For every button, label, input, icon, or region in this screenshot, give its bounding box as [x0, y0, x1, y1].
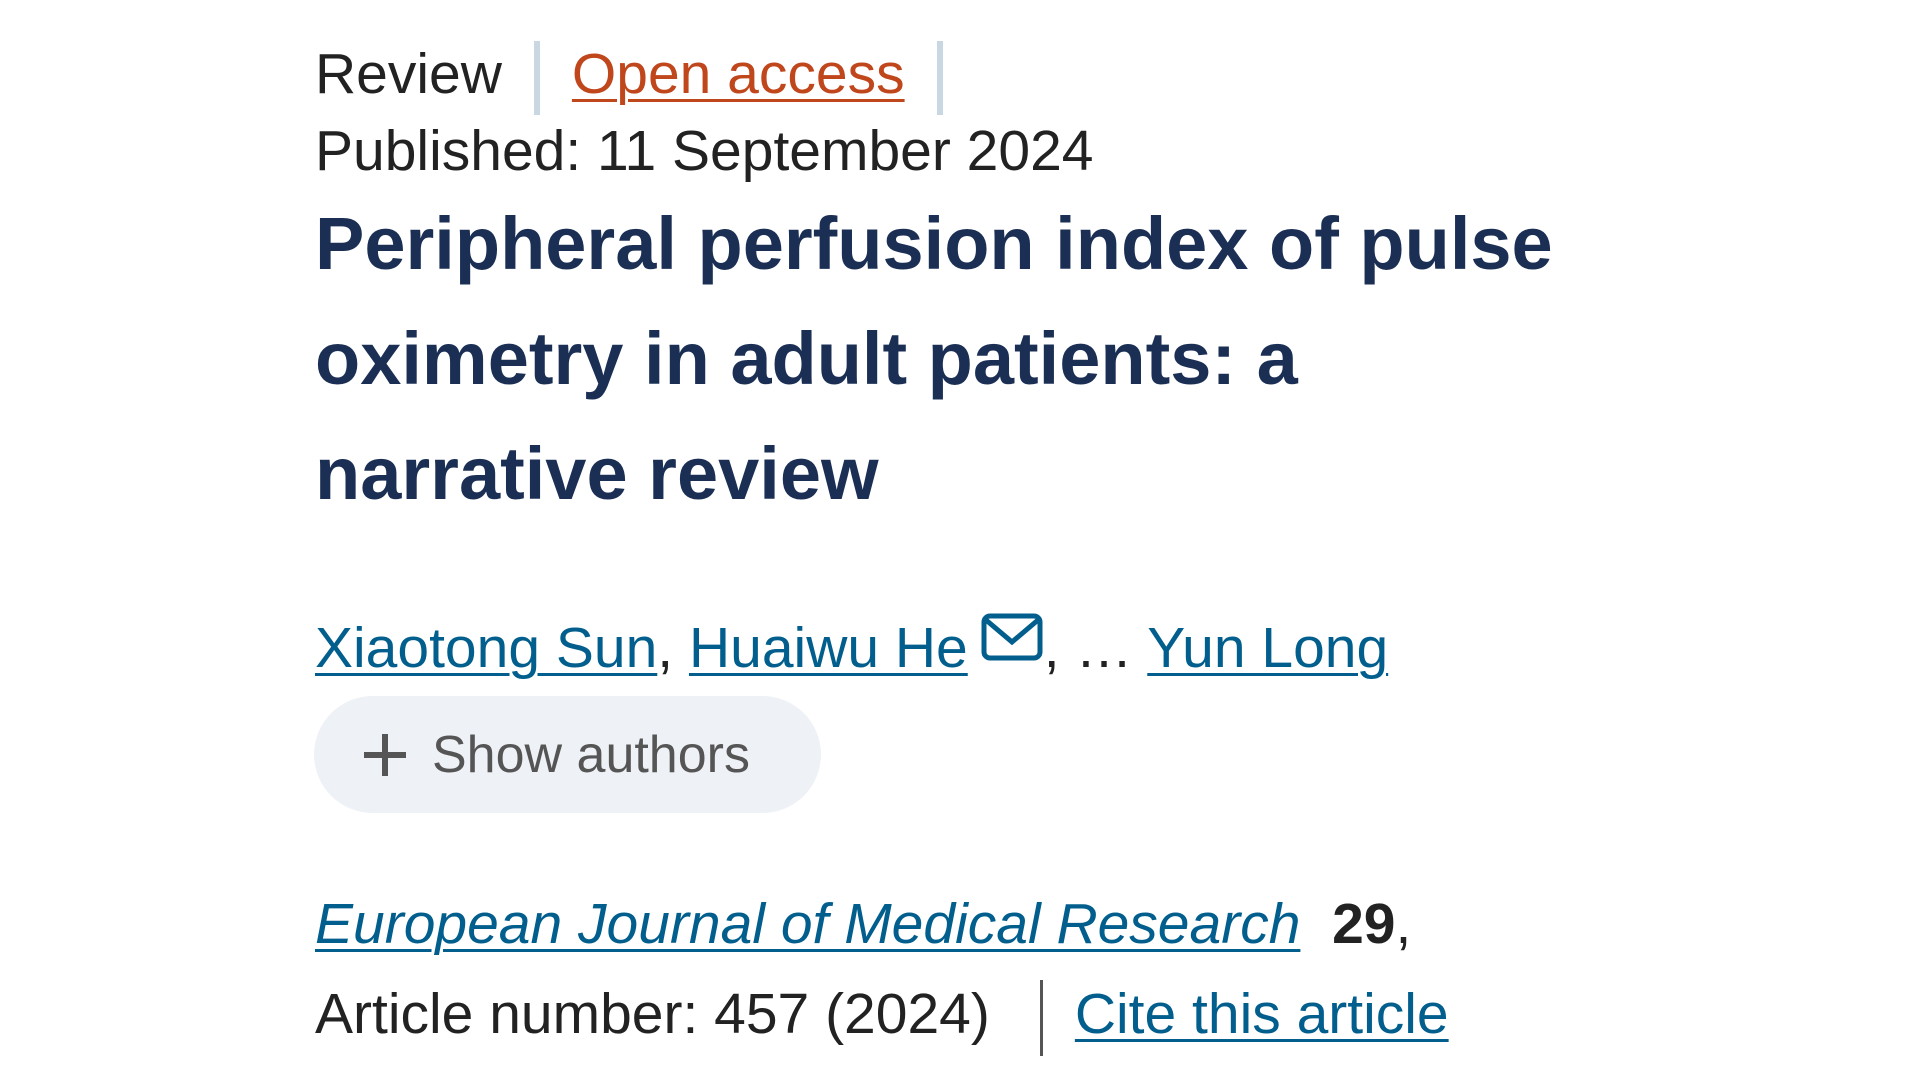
article-type: Review — [315, 42, 502, 106]
separator — [936, 40, 943, 115]
separator — [533, 40, 540, 115]
header-row: Review Open access — [315, 36, 975, 115]
cite-link[interactable]: Cite this article — [1074, 982, 1449, 1046]
article-number: Article number: 457 (2024) — [315, 982, 990, 1046]
comma: , — [657, 616, 674, 680]
comma: , — [1395, 892, 1412, 956]
article-line: Article number: 457 (2024) Cite this arti… — [315, 976, 1449, 1056]
author-link[interactable]: Xiaotong Sun — [315, 616, 658, 680]
email-icon[interactable] — [980, 612, 1044, 664]
author-list: Xiaotong Sun, Huaiwu He , … Yun Long — [315, 610, 1388, 686]
ellipsis: , … — [1043, 616, 1133, 680]
published-date: Published: 11 September 2024 — [315, 119, 1094, 183]
article-title: Peripheral perfusion index of pulse oxim… — [315, 202, 1553, 515]
author-link[interactable]: Yun Long — [1147, 616, 1389, 680]
journal-link[interactable]: European Journal of Medical Research — [315, 892, 1301, 956]
button-label: Show authors — [432, 725, 750, 784]
separator — [1039, 979, 1043, 1056]
show-authors-button[interactable]: Show authors — [314, 696, 821, 813]
plus-icon — [364, 733, 406, 776]
open-access-link[interactable]: Open access — [571, 42, 905, 106]
journal-line: European Journal of Medical Research 29, — [315, 886, 1411, 962]
volume: 29 — [1332, 892, 1396, 956]
author-link[interactable]: Huaiwu He — [688, 616, 968, 680]
